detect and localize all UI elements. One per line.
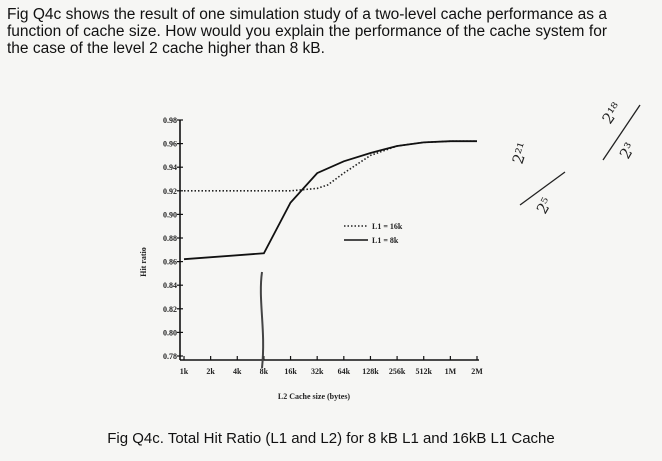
handwritten-fraction-line-1 <box>519 171 566 206</box>
handwritten-note-4: 2³ <box>616 140 639 162</box>
legend-label-1: L1 = 16k <box>372 222 403 231</box>
x-tick-label: 64k <box>338 367 351 376</box>
x-tick-label: 256k <box>389 367 406 376</box>
y-tick-label: 0.86 <box>163 258 177 267</box>
handwritten-note-2: 2⁵ <box>533 195 556 217</box>
x-tick-label: 4k <box>233 367 242 376</box>
y-tick-label: 0.88 <box>163 234 177 243</box>
y-tick-label: 0.90 <box>163 210 177 219</box>
chart-series <box>183 140 477 261</box>
x-tick-label: 128k <box>362 367 379 376</box>
y-tick-label: 0.78 <box>163 352 177 361</box>
x-tick-label: 1M <box>445 367 457 376</box>
series-line-2 <box>183 140 477 261</box>
y-tick-label: 0.94 <box>163 163 177 172</box>
y-tick-label: 0.84 <box>163 281 177 290</box>
pen-mark <box>259 271 265 369</box>
y-axis-label: Hit ratio <box>139 247 148 277</box>
x-tick-label: 512k <box>416 367 433 376</box>
handwritten-notes: 2²¹ 2⁵ 2¹⁸ 2³ <box>509 99 641 217</box>
x-tick-label: 32k <box>311 367 324 376</box>
x-tick-label: 16k <box>284 367 297 376</box>
x-tick-label: 1k <box>180 367 189 376</box>
y-tick-label: 0.92 <box>163 187 177 196</box>
y-tick-label: 0.98 <box>163 116 177 125</box>
legend-label-2: L1 = 8k <box>372 236 399 245</box>
chart-axes <box>179 120 479 361</box>
x-tick-label: 8k <box>260 367 269 376</box>
y-tick-label: 0.80 <box>163 328 177 337</box>
x-tick-label: 2k <box>206 367 215 376</box>
question-text: Fig Q4c shows the result of one simulati… <box>7 6 607 57</box>
chart-ticks: 0.98 0.96 0.94 0.92 0.90 0.88 0.86 0.84 0.82 0.80… <box>163 116 483 376</box>
series-line-1 <box>184 140 477 192</box>
handwritten-note-3: 2¹⁸ <box>599 99 626 127</box>
x-axis-label: L2 Cache size (bytes) <box>278 392 351 401</box>
y-tick-label: 0.82 <box>163 305 177 314</box>
handwritten-note-1: 2²¹ <box>509 140 533 166</box>
y-tick-label: 0.96 <box>163 140 177 149</box>
x-tick-label: 2M <box>471 367 483 376</box>
chart-legend: L1 = 16k L1 = 8k <box>344 222 403 245</box>
figure-caption: Fig Q4c. Total Hit Ratio (L1 and L2) for… <box>107 430 555 447</box>
handwritten-fraction-line-2 <box>602 104 641 161</box>
